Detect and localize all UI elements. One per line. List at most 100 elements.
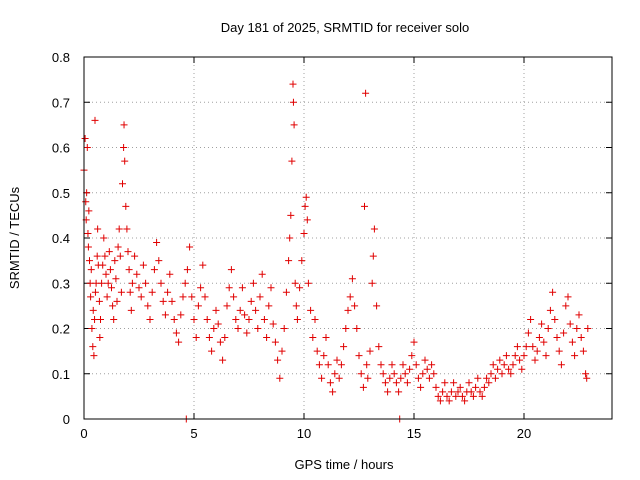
data-point <box>500 361 508 369</box>
data-point <box>274 356 282 364</box>
data-point <box>181 279 189 287</box>
data-point <box>560 329 568 337</box>
data-point <box>414 374 422 382</box>
data-point <box>450 379 458 387</box>
data-point <box>386 374 394 382</box>
data-point <box>423 365 431 373</box>
data-point <box>487 370 495 378</box>
data-point <box>288 157 296 165</box>
data-point <box>555 347 563 355</box>
data-point <box>126 288 134 296</box>
data-point <box>234 325 242 332</box>
data-point <box>531 356 539 364</box>
data-point <box>436 397 444 405</box>
data-point <box>159 297 167 305</box>
data-point <box>179 293 187 301</box>
data-point <box>322 334 330 342</box>
data-point <box>216 338 224 346</box>
data-point <box>127 306 135 314</box>
data-point <box>203 315 211 323</box>
data-point <box>89 343 97 351</box>
y-axis-label: SRMTID / TECUs <box>7 186 22 289</box>
x-tick-label: 5 <box>190 426 197 441</box>
data-point <box>366 347 374 355</box>
data-point <box>527 315 535 323</box>
data-point <box>249 279 257 287</box>
data-point <box>331 370 339 378</box>
data-point <box>351 302 359 310</box>
data-point <box>84 243 92 251</box>
data-point <box>192 334 200 342</box>
data-point <box>535 334 543 342</box>
data-point <box>186 243 194 251</box>
data-point <box>302 193 310 201</box>
data-point <box>307 306 315 314</box>
data-point <box>498 370 506 378</box>
data-point <box>267 284 275 292</box>
data-point <box>315 361 323 369</box>
data-point <box>546 306 554 314</box>
data-point <box>131 252 139 260</box>
data-point <box>103 293 111 301</box>
data-point <box>516 356 524 364</box>
data-point <box>110 315 118 323</box>
data-point <box>139 261 147 269</box>
x-tick-label: 20 <box>517 426 531 441</box>
data-point <box>109 302 117 310</box>
data-point <box>507 370 515 378</box>
data-point <box>177 311 185 319</box>
data-point <box>236 306 244 314</box>
data-point <box>496 356 504 364</box>
data-point <box>291 279 299 287</box>
data-point <box>87 293 95 301</box>
data-point <box>313 347 321 355</box>
data-point <box>269 320 277 328</box>
data-point <box>472 383 480 391</box>
x-tick-label: 15 <box>407 426 421 441</box>
data-point <box>428 361 436 369</box>
data-point <box>116 252 124 260</box>
data-point <box>485 379 493 387</box>
data-point <box>247 297 255 305</box>
data-point <box>88 325 96 332</box>
data-point <box>252 306 260 314</box>
data-point <box>571 352 579 360</box>
data-point <box>289 98 297 106</box>
data-point <box>502 352 510 360</box>
data-point <box>326 379 334 387</box>
data-point <box>342 325 350 332</box>
tick-layer: 0 5 10 15 20 0 0.1 0.2 0.3 0.4 0.5 0.6 0.7 0.8 <box>52 50 612 441</box>
data-point <box>108 284 115 292</box>
data-point <box>430 370 438 378</box>
data-point <box>454 388 462 396</box>
grid-layer <box>84 57 612 419</box>
data-point <box>361 202 368 210</box>
data-point <box>582 370 590 378</box>
data-point <box>113 297 121 305</box>
data-point <box>375 343 383 351</box>
data-point <box>408 352 416 360</box>
data-point <box>544 325 552 332</box>
data-point <box>94 225 102 233</box>
data-point <box>214 320 222 328</box>
data-point <box>540 338 548 346</box>
data-point <box>443 392 451 400</box>
data-point <box>91 116 99 124</box>
data-point <box>123 225 131 233</box>
data-points <box>80 80 592 423</box>
data-point <box>225 284 233 292</box>
data-point <box>230 293 238 301</box>
y-tick-label: 0.2 <box>52 322 70 337</box>
data-point <box>395 388 403 396</box>
data-point <box>577 334 585 342</box>
x-tick-label: 10 <box>297 426 311 441</box>
data-point <box>205 334 213 342</box>
y-tick-label: 0 <box>63 412 70 427</box>
data-point <box>324 361 332 369</box>
data-point <box>188 293 196 301</box>
data-point <box>340 343 348 351</box>
data-point <box>146 315 154 323</box>
data-point <box>562 302 570 310</box>
data-point <box>97 315 104 323</box>
data-point <box>489 361 497 369</box>
